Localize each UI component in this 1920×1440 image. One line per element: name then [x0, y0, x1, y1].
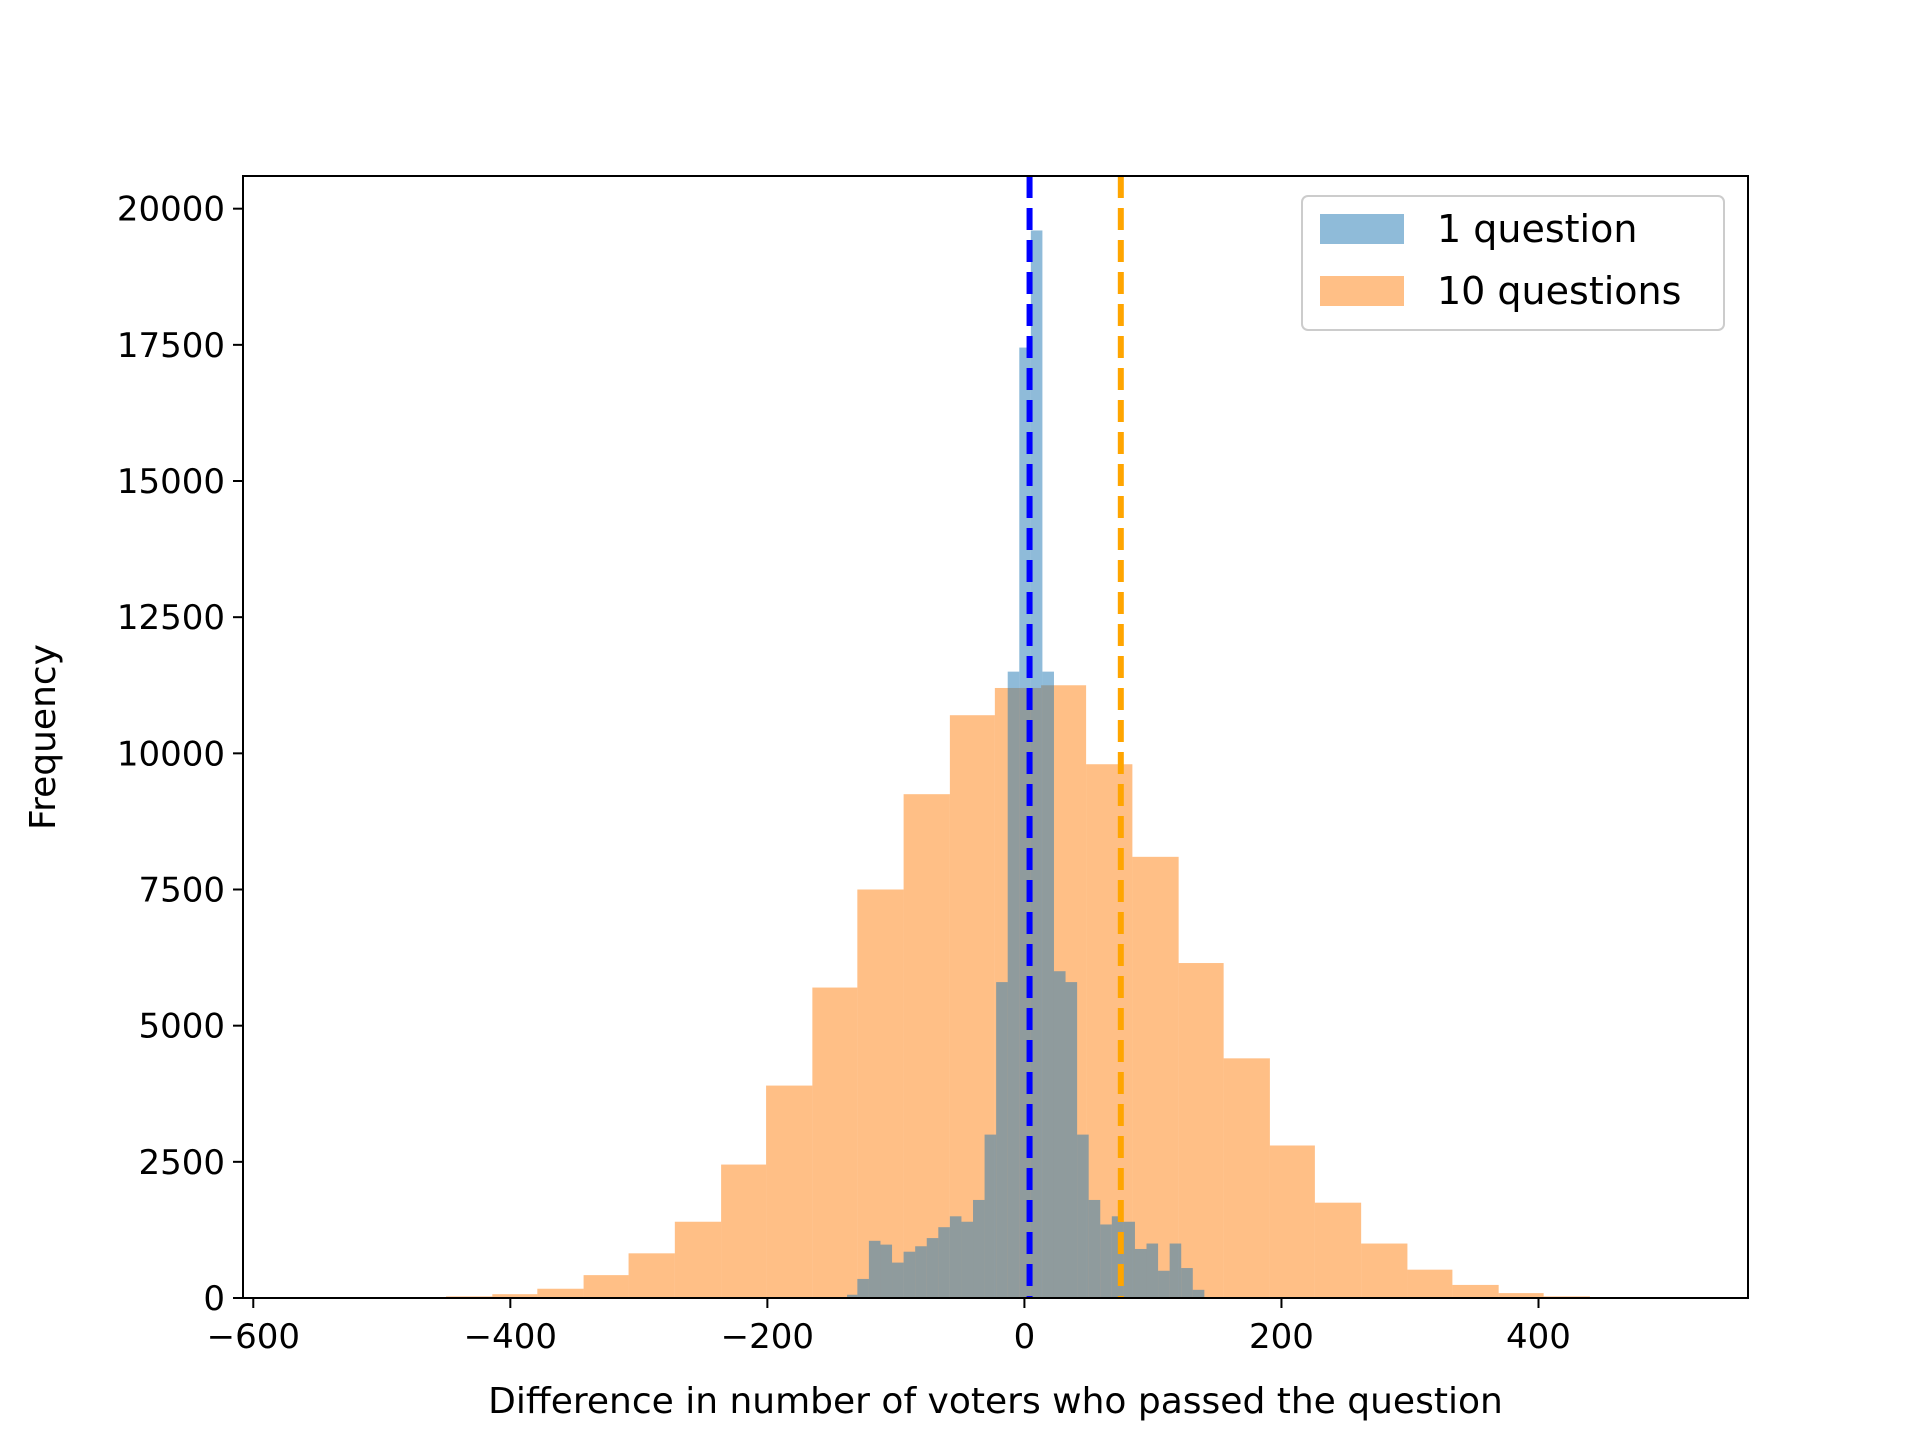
bar-series-1-bin-9 — [857, 889, 904, 1298]
bar-series-0-bin-6 — [915, 1246, 927, 1298]
bar-series-0-bin-17 — [1042, 671, 1054, 1298]
bar-series-0-bin-1 — [857, 1278, 869, 1298]
bar-series-1-bin-18 — [1269, 1145, 1315, 1298]
bar-series-1-bin-17 — [1223, 1058, 1270, 1298]
bar-series-0-bin-23 — [1111, 1216, 1124, 1298]
bar-series-0-bin-8 — [938, 1227, 950, 1298]
bar-series-0-bin-10 — [961, 1221, 974, 1298]
legend-swatch-10-questions — [1320, 276, 1404, 306]
bar-series-0-bin-19 — [1065, 982, 1078, 1298]
bar-series-0-bin-21 — [1088, 1199, 1101, 1298]
plot-frame — [242, 175, 1749, 1299]
y-tick-label-5: 12500 — [117, 598, 225, 638]
bar-series-1-bin-15 — [1132, 856, 1179, 1298]
bar-series-1-bin-16 — [1178, 963, 1224, 1298]
bar-series-1-bin-20 — [1361, 1243, 1408, 1298]
bar-series-0-bin-4 — [892, 1262, 904, 1298]
bar-series-1-bin-19 — [1314, 1202, 1362, 1298]
bar-series-0-bin-3 — [880, 1244, 893, 1298]
bar-series-1-bin-7 — [766, 1085, 813, 1298]
y-tick-label-4: 10000 — [117, 734, 225, 774]
bars-layer — [446, 230, 1590, 1298]
bar-series-1-bin-8 — [812, 987, 858, 1298]
bar-series-0-bin-9 — [949, 1216, 962, 1298]
bar-series-0-bin-13 — [996, 982, 1008, 1298]
y-tick-label-0: 0 — [203, 1279, 225, 1319]
bar-series-1-bin-6 — [721, 1164, 767, 1298]
bar-series-1-bin-4 — [628, 1253, 675, 1298]
y-axis-ticks: 0 2500 5000 7500 10000 12500 15000 17500 20000 — [117, 190, 243, 1319]
x-tick-label-0: −600 — [207, 1317, 300, 1357]
y-tick-label-3: 7500 — [138, 871, 225, 911]
bar-series-0-bin-5 — [903, 1251, 916, 1298]
x-tick-label-1: −400 — [464, 1317, 557, 1357]
bar-series-0-bin-28 — [1169, 1243, 1182, 1298]
y-tick-label-7: 17500 — [117, 326, 225, 366]
y-axis-label: Frequency — [23, 644, 64, 830]
bar-series-1-bin-23 — [1498, 1293, 1544, 1298]
bar-series-1-bin-21 — [1407, 1269, 1453, 1298]
bar-series-0-bin-7 — [926, 1238, 939, 1298]
x-tick-label-4: 200 — [1249, 1317, 1314, 1357]
bar-series-1-bin-2 — [537, 1288, 584, 1298]
bar-series-1-bin-1 — [492, 1294, 538, 1298]
bar-series-0-bin-12 — [984, 1134, 997, 1298]
bar-series-0-bin-15 — [1019, 347, 1031, 1298]
x-tick-label-2: −200 — [721, 1317, 814, 1357]
legend-label-1-question: 1 question — [1437, 207, 1637, 251]
y-tick-label-2: 5000 — [138, 1007, 225, 1047]
bar-series-0-bin-24 — [1123, 1221, 1135, 1298]
vlines-layer — [1026, 176, 1124, 1298]
bar-series-0-bin-11 — [973, 1199, 985, 1298]
bar-series-0-bin-29 — [1181, 1268, 1193, 1298]
bar-series-1-bin-5 — [674, 1221, 722, 1298]
legend-box — [1301, 195, 1725, 331]
x-axis-label: Difference in number of voters who passe… — [488, 1381, 1503, 1422]
y-tick-label-8: 20000 — [117, 190, 225, 230]
bar-series-0-bin-18 — [1053, 971, 1066, 1298]
bar-series-0-bin-22 — [1100, 1224, 1112, 1298]
legend: 1 question 10 questions — [1301, 195, 1725, 331]
legend-swatch-1-question — [1320, 214, 1404, 244]
bar-series-1-bin-22 — [1452, 1284, 1499, 1298]
x-tick-label-3: 0 — [1014, 1317, 1036, 1357]
y-tick-label-6: 15000 — [117, 462, 225, 502]
bar-series-0-bin-20 — [1077, 1134, 1089, 1298]
bar-series-0-bin-27 — [1158, 1270, 1170, 1298]
legend-label-10-questions: 10 questions — [1437, 269, 1681, 313]
bar-series-1-bin-3 — [583, 1275, 629, 1298]
y-tick-label-1: 2500 — [138, 1143, 225, 1183]
bar-series-0-bin-0 — [847, 1294, 858, 1298]
x-tick-label-5: 400 — [1506, 1317, 1571, 1357]
bar-series-0-bin-16 — [1030, 230, 1043, 1298]
bar-series-0-bin-2 — [868, 1240, 881, 1298]
bar-series-0-bin-25 — [1134, 1248, 1147, 1298]
bar-series-0-bin-30 — [1192, 1289, 1205, 1298]
bar-series-0-bin-26 — [1146, 1243, 1159, 1298]
bar-series-0-bin-14 — [1007, 671, 1020, 1298]
x-axis-ticks: −600 −400 −200 0 200 400 — [207, 1298, 1571, 1357]
bar-series-1-bin-10 — [903, 794, 950, 1298]
